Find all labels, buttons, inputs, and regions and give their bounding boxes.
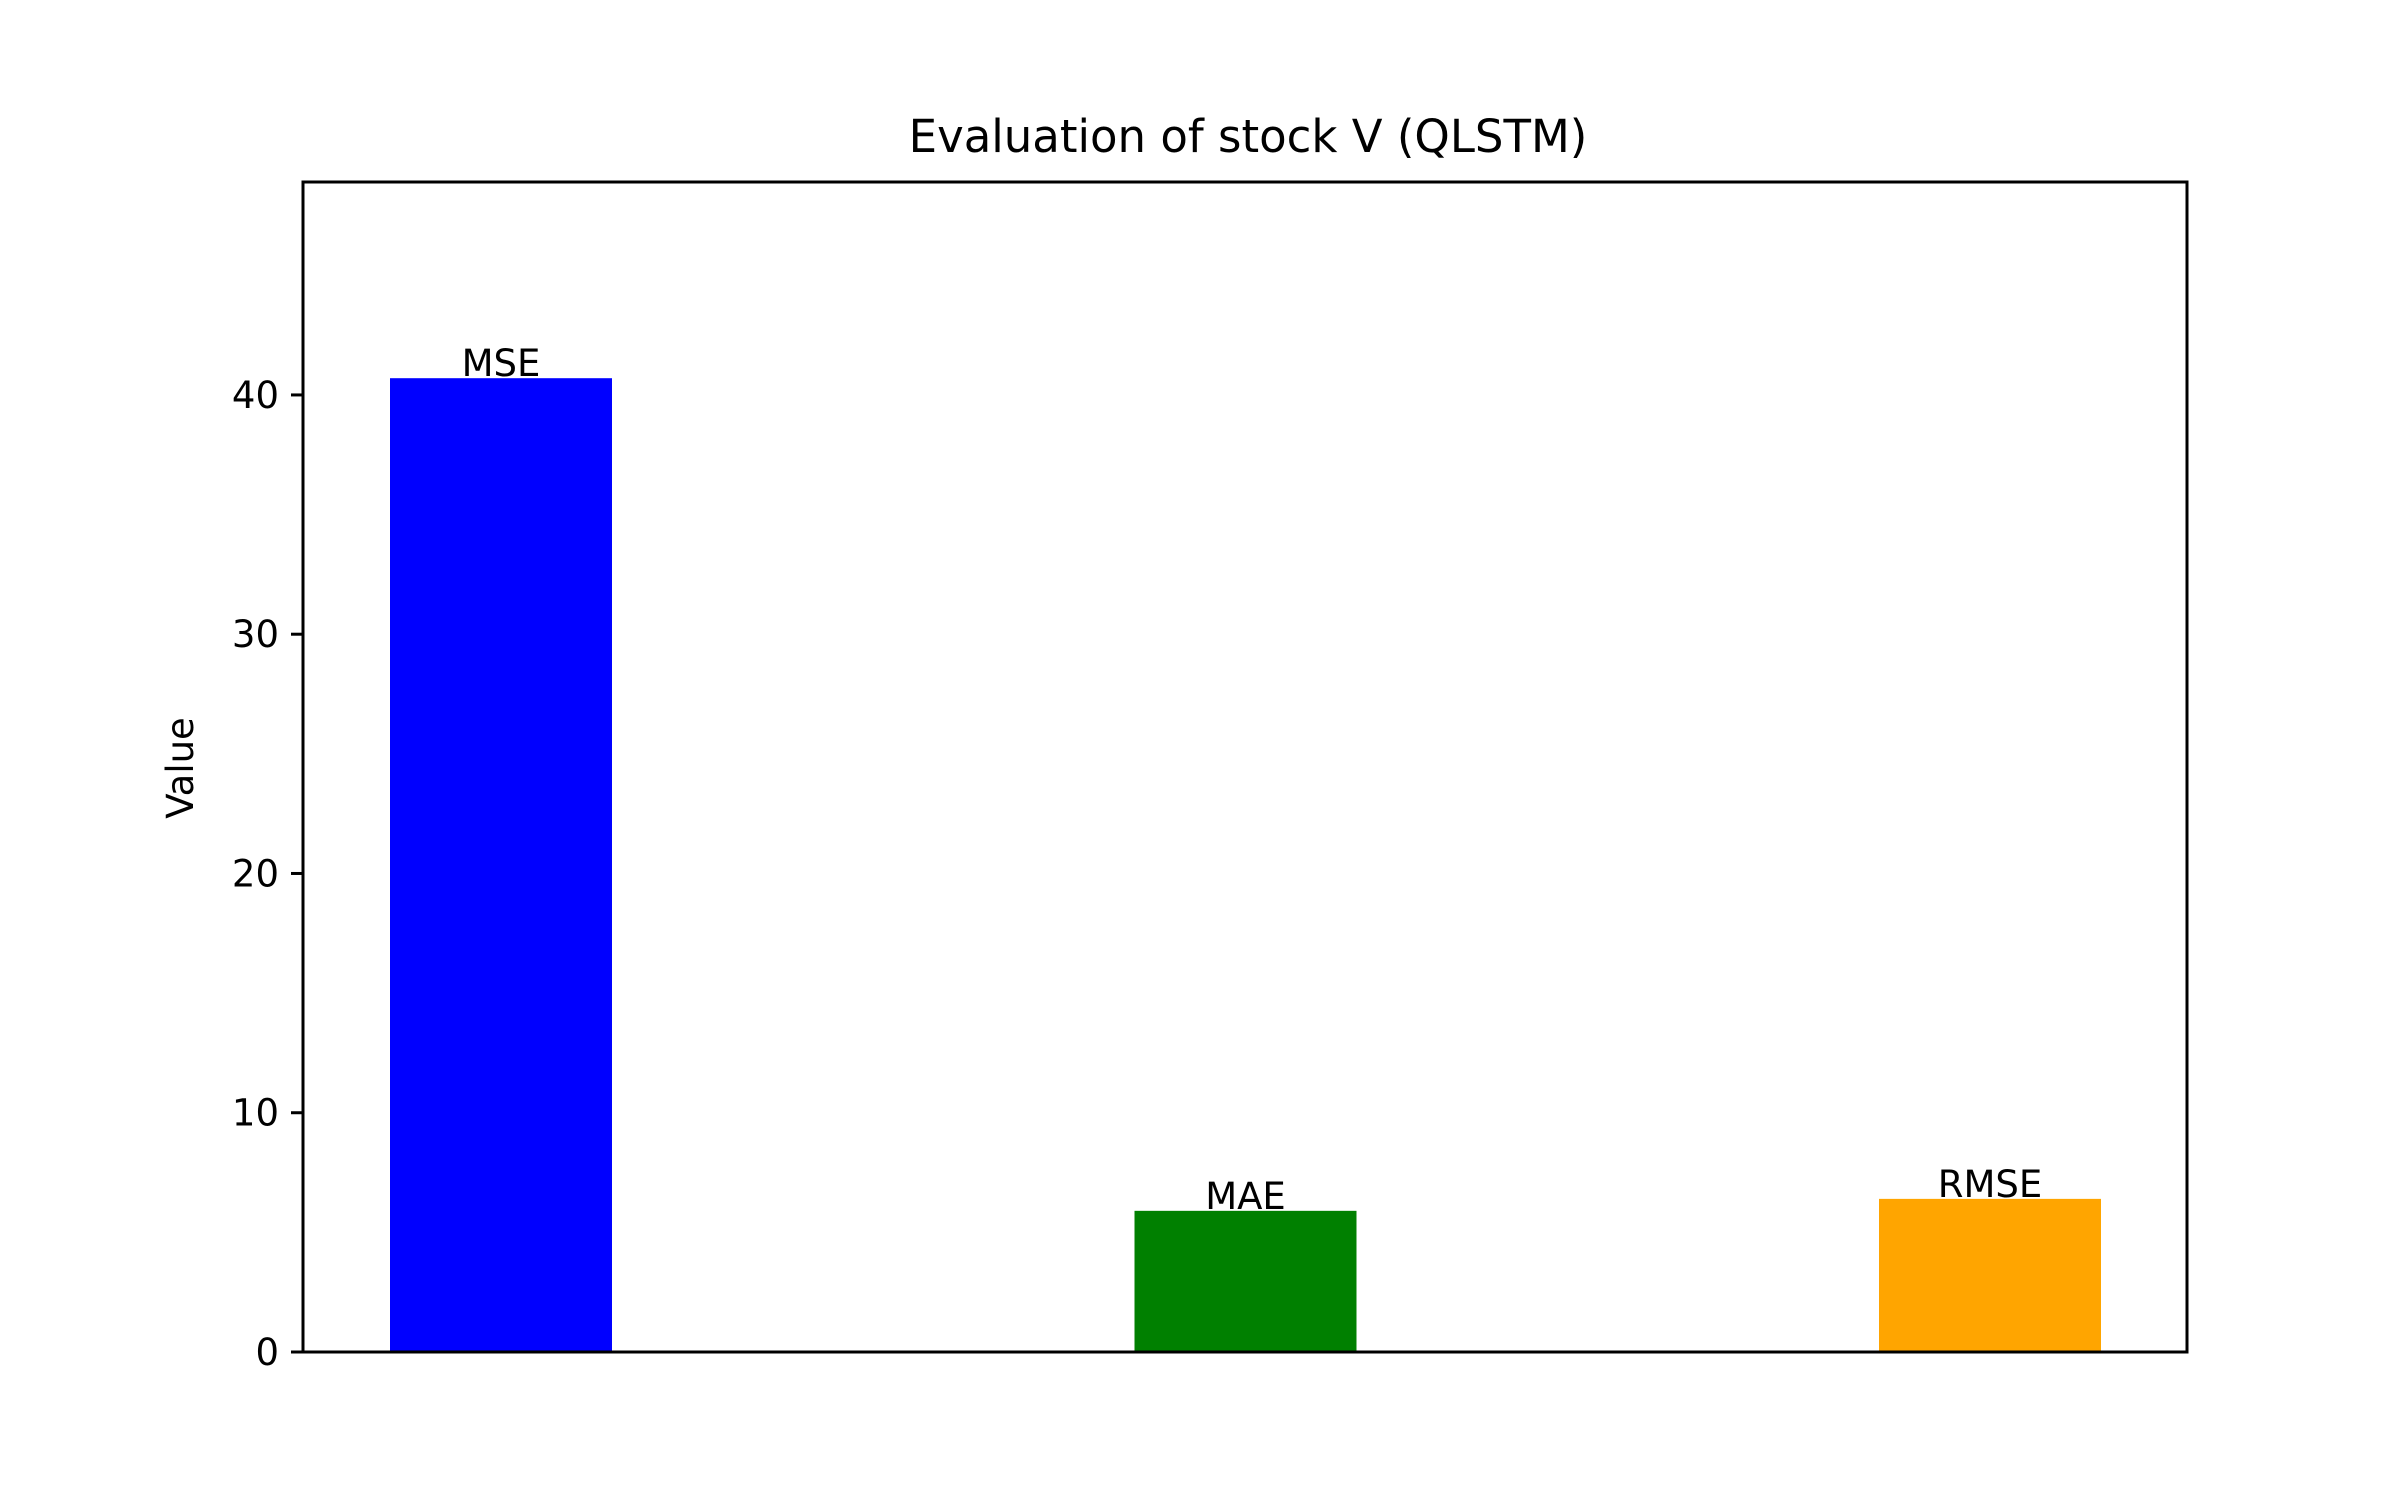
bar-mse — [390, 378, 612, 1353]
y-axis: 0 10 20 30 40 — [232, 374, 303, 1374]
bars-group — [390, 378, 2101, 1353]
y-tick-label: 20 — [232, 852, 279, 895]
bar-rmse — [1879, 1198, 2101, 1352]
plot-frame — [301, 180, 2189, 1354]
bar-label-rmse: RMSE — [1938, 1163, 2043, 1206]
y-tick-label: 0 — [255, 1331, 279, 1374]
y-axis-label: Value — [159, 717, 202, 819]
bar-label-mse: MSE — [462, 342, 541, 385]
bar-mae — [1134, 1210, 1357, 1352]
y-tick-label: 30 — [232, 613, 279, 656]
bar-label-mae: MAE — [1205, 1175, 1286, 1218]
y-tick-label: 40 — [232, 374, 279, 417]
y-tick-label: 10 — [232, 1092, 279, 1135]
chart-title: Evaluation of stock V (QLSTM) — [909, 110, 1588, 163]
bar-labels-group: MSE MAE RMSE — [462, 342, 2043, 1218]
